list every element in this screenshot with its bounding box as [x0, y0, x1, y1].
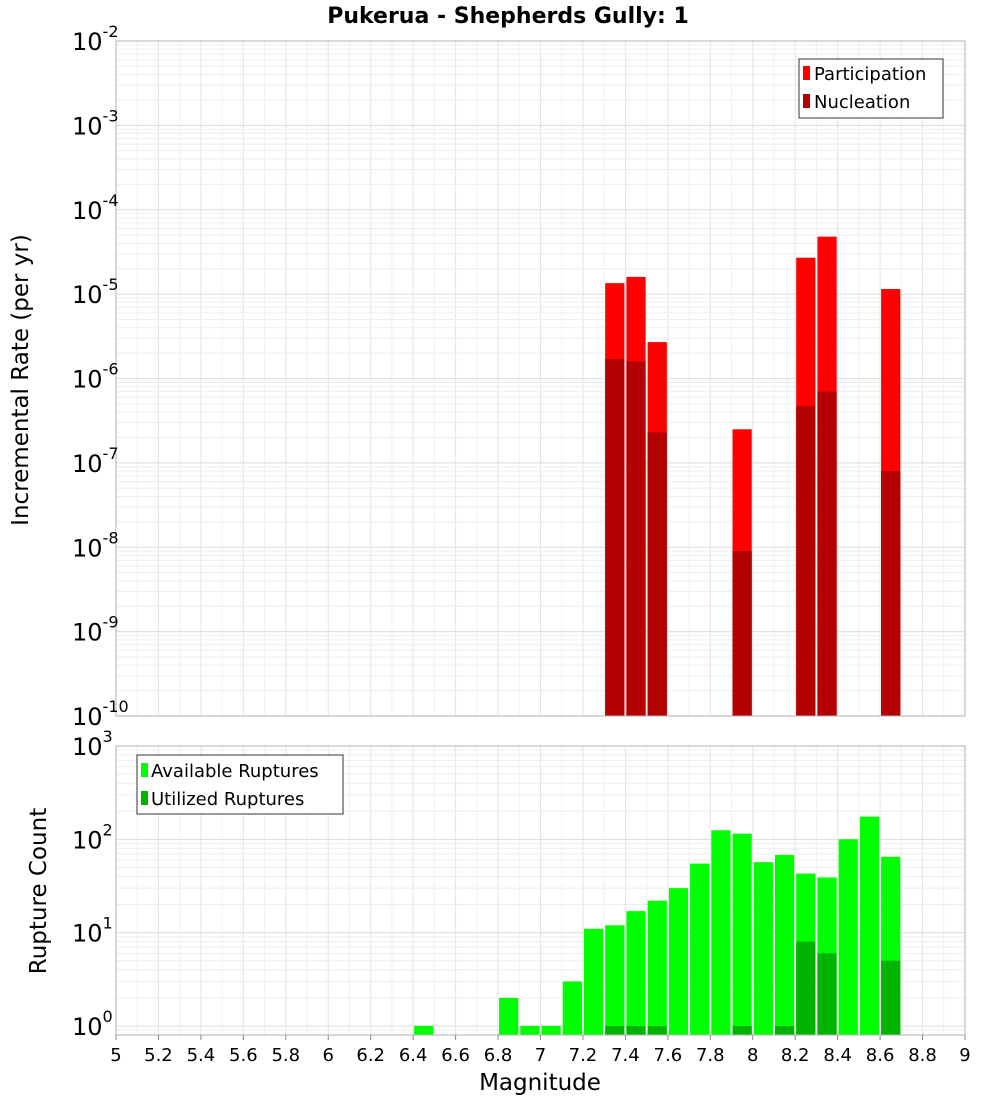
bottom-bar-utilized-ruptures	[732, 1025, 752, 1035]
top-y-tick-labels: 10-10 10-9 10-8 10-7 10-6 10-5 10-4 10-3 10-2	[72, 22, 129, 731]
x-tick-label: 6.6	[441, 1045, 470, 1066]
top-bar-nucleation	[796, 406, 816, 716]
y-tick-label: 10-7	[72, 444, 119, 478]
chart-title: Pukerua - Shepherds Gully: 1	[327, 4, 689, 29]
x-tick-label: 5	[110, 1045, 121, 1066]
legend-label-participation: Participation	[814, 64, 926, 85]
legend-swatch-available	[141, 763, 148, 777]
bottom-bar-utilized-ruptures	[626, 1025, 646, 1035]
bottom-bar-utilized-ruptures	[605, 1025, 625, 1035]
top-plot-border	[115, 40, 966, 717]
bottom-bar-available-ruptures	[647, 900, 667, 1035]
x-axis-label: Magnitude	[479, 1070, 601, 1096]
bottom-bar-available-ruptures	[626, 911, 646, 1035]
legend-label-nucleation: Nucleation	[814, 92, 910, 113]
legend-swatch-nucleation	[803, 94, 810, 108]
x-tick-label: 8.6	[866, 1045, 895, 1066]
y-tick-label: 10-3	[72, 106, 119, 140]
x-tick-label: 6.2	[356, 1045, 385, 1066]
x-tick-label: 8.2	[781, 1045, 810, 1066]
y-tick-label: 10-4	[72, 191, 119, 225]
bottom-bar-available-ruptures	[414, 1025, 434, 1035]
x-tick-label: 5.2	[144, 1045, 173, 1066]
top-legend: Participation Nucleation	[798, 58, 944, 119]
bottom-bar-utilized-ruptures	[817, 953, 837, 1035]
bottom-bars	[414, 816, 901, 1035]
bottom-legend-box	[136, 754, 344, 815]
bottom-bar-available-ruptures	[520, 1025, 540, 1035]
legend-swatch-participation	[803, 66, 810, 80]
top-bar-nucleation	[605, 359, 625, 716]
top-y-axis-label: Incremental Rate (per yr)	[8, 234, 34, 526]
x-tick-label: 6.8	[484, 1045, 513, 1066]
bottom-bar-available-ruptures	[690, 863, 710, 1035]
bottom-bar-available-ruptures	[838, 839, 858, 1035]
bottom-legend: Available Ruptures Utilized Ruptures	[136, 754, 344, 815]
bottom-y-tick-labels: 100 101 102 103	[72, 727, 113, 1041]
bottom-panel: 100 101 102 103 5 5.2 5.4 5.6 5.8 6 6.2 6.4 6.6 6.8 7…	[26, 727, 971, 1096]
bottom-bar-available-ruptures	[774, 854, 795, 1035]
top-bar-nucleation	[647, 432, 667, 716]
bottom-bar-available-ruptures	[499, 997, 519, 1035]
bottom-bar-available-ruptures	[583, 928, 604, 1035]
bottom-bar-available-ruptures	[753, 862, 773, 1035]
y-tick-label: 100	[72, 1007, 113, 1041]
x-tick-label: 6.4	[399, 1045, 428, 1066]
bottom-bar-utilized-ruptures	[796, 941, 816, 1035]
x-tick-label: 5.4	[187, 1045, 216, 1066]
top-bar-nucleation	[626, 361, 646, 716]
x-tick-label: 6	[323, 1045, 334, 1066]
bottom-bar-available-ruptures	[732, 833, 752, 1035]
y-tick-label: 101	[72, 914, 113, 948]
bottom-bar-available-ruptures	[668, 888, 689, 1035]
top-bar-nucleation	[881, 471, 901, 716]
x-tick-labels: 5 5.2 5.4 5.6 5.8 6 6.2 6.4 6.6 6.8 7 7.2 7.4 7.6 7.8 8…	[110, 1035, 971, 1066]
x-tick-label: 7	[535, 1045, 546, 1066]
x-tick-label: 5.8	[271, 1045, 300, 1066]
bottom-bar-available-ruptures	[605, 925, 625, 1035]
y-tick-label: 10-9	[72, 613, 119, 647]
y-tick-label: 102	[72, 820, 113, 854]
y-tick-label: 10-2	[72, 22, 119, 56]
y-tick-label: 10-5	[72, 275, 119, 309]
y-tick-label: 10-8	[72, 528, 119, 562]
x-tick-label: 8	[747, 1045, 758, 1066]
bottom-bar-utilized-ruptures	[647, 1025, 667, 1035]
top-gridlines	[115, 40, 966, 717]
x-tick-label: 7.8	[696, 1045, 725, 1066]
bottom-bar-available-ruptures	[541, 1025, 561, 1035]
x-tick-label: 7.6	[654, 1045, 683, 1066]
y-tick-label: 10-10	[72, 697, 129, 731]
top-panel: 10-10 10-9 10-8 10-7 10-6 10-5 10-4 10-3 10-2 In…	[8, 22, 966, 731]
y-tick-label: 10-6	[72, 360, 119, 394]
bottom-bar-available-ruptures	[859, 816, 880, 1035]
legend-swatch-utilized	[141, 791, 148, 805]
top-bars	[605, 236, 901, 716]
top-bar-nucleation	[817, 391, 837, 716]
x-tick-label: 9	[959, 1045, 970, 1066]
bottom-bar-utilized-ruptures	[881, 960, 901, 1035]
legend-label-available: Available Ruptures	[151, 761, 319, 782]
x-tick-label: 5.6	[229, 1045, 258, 1066]
legend-label-utilized: Utilized Ruptures	[151, 789, 304, 810]
x-tick-label: 8.8	[908, 1045, 937, 1066]
x-tick-label: 8.4	[823, 1045, 852, 1066]
top-legend-box	[798, 58, 944, 119]
bottom-bar-utilized-ruptures	[774, 1025, 795, 1035]
bottom-bar-available-ruptures	[711, 830, 731, 1035]
x-tick-label: 7.4	[611, 1045, 640, 1066]
top-bar-nucleation	[732, 551, 752, 716]
bottom-bar-available-ruptures	[562, 981, 582, 1035]
x-tick-label: 7.2	[569, 1045, 598, 1066]
y-tick-label: 103	[72, 727, 113, 761]
bottom-y-axis-label: Rupture Count	[26, 808, 52, 974]
